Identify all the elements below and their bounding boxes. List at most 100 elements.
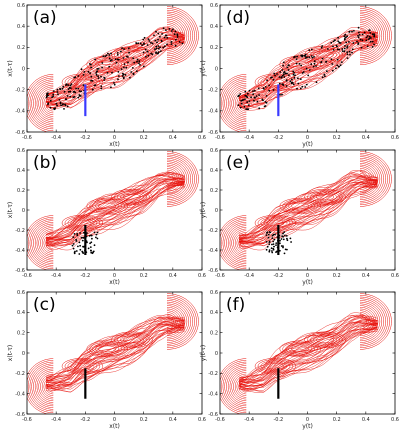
data-point: [168, 28, 171, 30]
data-point: [124, 74, 127, 76]
data-point: [243, 105, 246, 108]
x-axis-label: y(t): [302, 423, 313, 430]
data-point: [300, 64, 303, 67]
data-point: [108, 57, 111, 60]
attractor-loop: [117, 334, 147, 346]
attractor-fold-left: [41, 375, 54, 398]
attractor-fold-right: [359, 298, 386, 345]
data-point: [75, 87, 77, 90]
x-tick-label: -0.4: [51, 273, 61, 279]
attractor-fold-left: [27, 215, 54, 270]
y-tick-label: 0: [215, 208, 218, 214]
attractor-fold-left: [236, 377, 247, 396]
data-point: [122, 57, 125, 59]
data-point: [155, 30, 157, 33]
data-point: [139, 64, 141, 66]
data-point: [135, 42, 138, 44]
y-tick-label: 0.4: [17, 24, 25, 30]
data-point: [95, 233, 98, 236]
data-point: [70, 83, 73, 85]
data-point: [305, 83, 308, 86]
data-point: [321, 57, 324, 60]
data-point: [123, 66, 125, 69]
data-point: [337, 40, 340, 43]
attractor-fold-right: [359, 305, 379, 338]
data-point: [102, 55, 105, 58]
data-point: [110, 86, 112, 89]
attractor-fold-right: [167, 307, 184, 336]
data-point: [81, 251, 84, 254]
x-tick-label: -0.4: [51, 417, 61, 423]
attractor-fold-right: [359, 25, 371, 46]
x-tick-label: 0.4: [169, 135, 177, 141]
data-point: [270, 76, 272, 79]
attractor-fold-left: [45, 235, 54, 251]
data-point: [239, 93, 242, 95]
x-tick-label: -0.2: [273, 135, 283, 141]
attractor-fold-right: [167, 171, 176, 187]
data-point: [132, 72, 135, 75]
attractor-fold-right: [359, 6, 392, 65]
data-point: [335, 67, 337, 70]
attractor-fold-left: [231, 228, 247, 258]
x-tick-label: 0.6: [391, 417, 399, 423]
attractor-fold-left: [238, 235, 247, 251]
data-point: [72, 243, 75, 245]
attractor-fold-right: [167, 312, 178, 331]
data-point: [252, 90, 254, 92]
data-point: [52, 95, 55, 97]
data-point: [90, 234, 92, 237]
attractor-strand: [238, 314, 378, 381]
data-point: [76, 234, 79, 237]
data-point: [132, 57, 135, 60]
x-tick-label: -0.6: [22, 135, 32, 141]
data-point: [256, 100, 259, 103]
attractor-fold-left: [222, 220, 247, 266]
data-point: [261, 98, 264, 101]
attractor-fold-right: [167, 164, 184, 194]
data-point: [246, 108, 249, 111]
data-point: [335, 44, 338, 47]
data-point: [146, 50, 149, 53]
attractor-fold-right: [166, 9, 195, 62]
attractor-strand: [238, 321, 378, 387]
attractor-fold-right: [167, 29, 174, 42]
attractor-loop: [291, 345, 310, 353]
data-point: [265, 241, 268, 243]
data-point: [125, 66, 128, 69]
data-point: [284, 72, 287, 75]
data-point: [61, 87, 64, 90]
attractor-loop: [95, 201, 120, 211]
data-point: [63, 108, 65, 110]
data-point: [345, 41, 348, 44]
data-point: [281, 69, 284, 71]
data-point: [295, 58, 298, 60]
data-point: [358, 34, 361, 36]
data-point: [253, 89, 256, 92]
data-point: [338, 65, 340, 68]
attractor-fold-right: [167, 151, 199, 207]
y-tick-label: 0.2: [210, 188, 218, 194]
attractor-loop: [313, 50, 337, 60]
data-point: [72, 96, 75, 99]
attractor-strand: [45, 186, 185, 251]
attractor-fold-left: [38, 372, 54, 402]
data-point: [108, 65, 111, 68]
data-point: [283, 73, 285, 76]
attractor-fold-right: [359, 293, 392, 350]
data-point: [157, 32, 160, 35]
data-point: [162, 27, 165, 30]
x-tick-label: -0.4: [244, 273, 254, 279]
attractor-fold-left: [29, 220, 54, 266]
data-point: [304, 53, 307, 56]
attractor-loop: [64, 359, 101, 374]
data-point: [83, 71, 86, 73]
y-tick-label: 0.2: [210, 330, 218, 336]
data-point: [346, 57, 349, 59]
data-point: [268, 249, 271, 252]
attractor-loop: [64, 75, 101, 90]
attractor-strand: [238, 174, 378, 240]
data-point: [332, 45, 334, 48]
data-point: [323, 73, 326, 76]
attractor-loop: [98, 345, 117, 353]
